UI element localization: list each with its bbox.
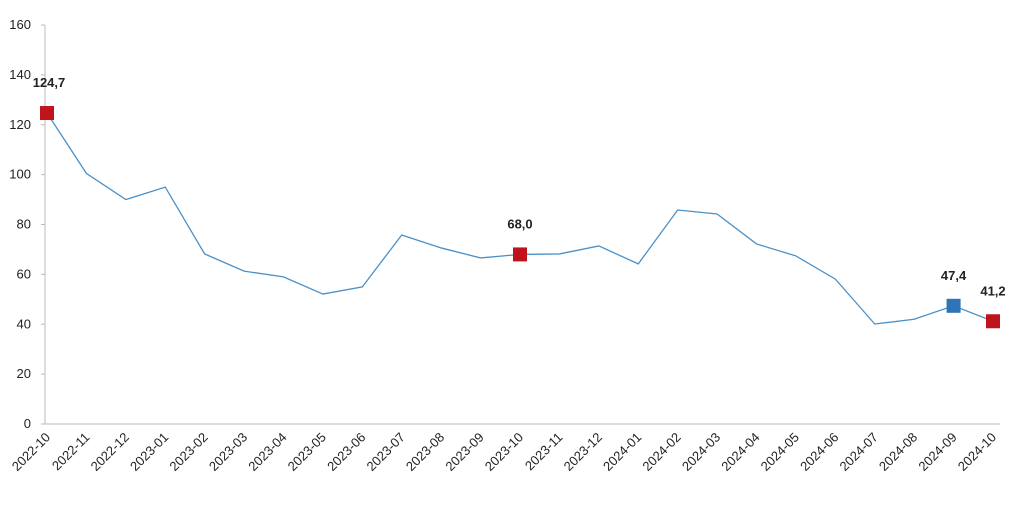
marker xyxy=(986,314,1000,329)
x-tick-label: 2024-10 xyxy=(955,430,999,474)
y-tick-label: 120 xyxy=(9,117,31,132)
x-tick-label: 2023-12 xyxy=(561,430,605,474)
value-label: 124,7 xyxy=(33,75,66,90)
x-tick-label: 2022-10 xyxy=(9,430,53,474)
x-tick-label: 2024-05 xyxy=(758,430,802,474)
x-tick-label: 2022-11 xyxy=(49,430,93,474)
x-tick-label: 2023-07 xyxy=(364,430,408,474)
y-tick-label: 100 xyxy=(9,167,31,182)
y-tick-label: 160 xyxy=(9,17,31,32)
x-tick-label: 2024-03 xyxy=(679,430,723,474)
x-tick-label: 2022-12 xyxy=(88,430,132,474)
marker xyxy=(513,247,527,262)
x-tick-label: 2023-02 xyxy=(166,430,210,474)
y-tick-label: 0 xyxy=(24,416,31,431)
value-label: 47,4 xyxy=(941,268,967,283)
x-tick-label: 2024-01 xyxy=(600,430,644,474)
x-tick-label: 2023-05 xyxy=(285,430,329,474)
x-tick-label: 2024-08 xyxy=(876,430,920,474)
x-tick-label: 2023-09 xyxy=(442,430,486,474)
y-tick-label: 140 xyxy=(9,67,31,82)
x-tick-label: 2024-04 xyxy=(718,430,762,474)
y-tick-label: 40 xyxy=(17,316,31,331)
x-tick-label: 2024-06 xyxy=(797,430,841,474)
x-tick-label: 2023-11 xyxy=(522,430,566,474)
marker xyxy=(946,298,961,313)
x-tick-label: 2024-07 xyxy=(837,430,881,474)
x-tick-label: 2023-08 xyxy=(403,430,447,474)
x-tick-label: 2023-04 xyxy=(245,430,289,474)
x-tick-label: 2024-09 xyxy=(915,430,959,474)
marker xyxy=(40,106,54,121)
y-tick-label: 60 xyxy=(17,266,31,281)
x-tick-label: 2023-01 xyxy=(127,430,171,474)
y-tick-label: 80 xyxy=(17,217,31,232)
value-label: 68,0 xyxy=(507,216,532,231)
x-tick-label: 2024-02 xyxy=(639,430,683,474)
y-tick-label: 20 xyxy=(17,366,31,381)
x-tick-label: 2023-06 xyxy=(324,430,368,474)
x-tick-label: 2023-10 xyxy=(482,430,526,474)
x-tick-label: 2023-03 xyxy=(206,430,250,474)
value-label: 41,2 xyxy=(980,283,1005,298)
